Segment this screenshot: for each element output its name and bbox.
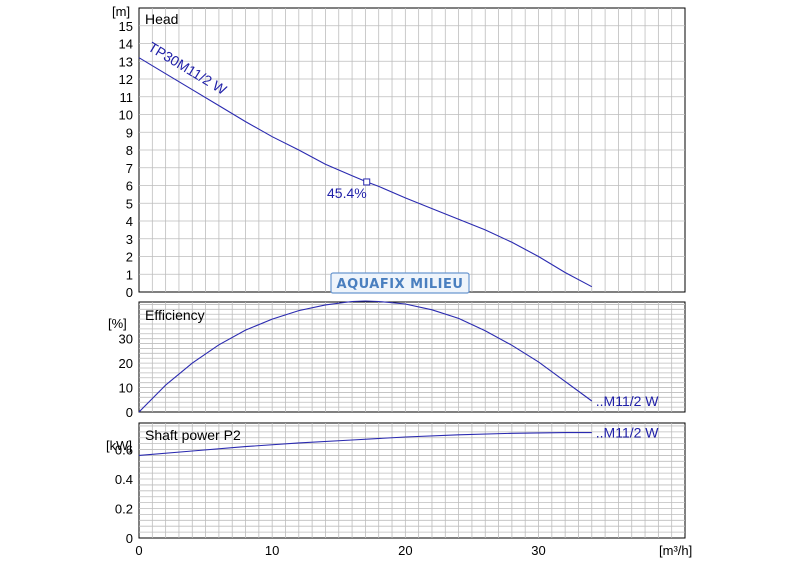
power-panel-title: Shaft power P2 [145, 427, 241, 443]
head-y-tick-label: 0 [126, 285, 133, 300]
power-grid [139, 423, 685, 538]
head-y-tick-label: 8 [126, 143, 133, 158]
x-axis-ticks: 0 10 20 30 [135, 543, 545, 558]
watermark-text: AQUAFIX MILIEU [337, 277, 464, 292]
head-panel-title: Head [145, 11, 178, 27]
head-y-tick-label: 10 [119, 108, 133, 123]
power-curve-group: ..M11/2 W [138, 425, 660, 456]
power-panel-frame [138, 422, 686, 539]
duty-point-marker [363, 178, 371, 186]
head-y-tick-label: 7 [126, 161, 133, 176]
power-y-tick-label: 0.4 [115, 472, 133, 487]
head-y-tick-label: 1 [126, 267, 133, 282]
power-y-tick-label: 0.6 [115, 443, 133, 458]
efficiency-curve [138, 300, 593, 413]
head-y-tick-label: 2 [126, 250, 133, 265]
duty-point-efficiency-label: 45.4% [327, 185, 367, 201]
efficiency-y-tick-labels: 0 10 20 30 [119, 332, 133, 420]
head-y-tick-label: 11 [120, 90, 134, 105]
power-y-tick-label: 0 [126, 531, 133, 546]
head-y-tick-label: 12 [119, 72, 133, 87]
x-axis-unit-label: [m³/h] [659, 543, 692, 558]
watermark: AQUAFIX MILIEU [330, 272, 470, 294]
efficiency-grid [139, 302, 685, 412]
head-y-tick-label: 14 [119, 37, 133, 52]
efficiency-y-tick-label: 10 [119, 381, 133, 396]
head-y-tick-label: 4 [126, 214, 133, 229]
x-tick-label: 20 [398, 543, 412, 558]
efficiency-unit-label: [%] [108, 316, 127, 331]
efficiency-panel-title: Efficiency [145, 307, 205, 323]
watermark-box [330, 272, 470, 294]
head-grid [139, 8, 685, 292]
efficiency-y-tick-label: 20 [119, 356, 133, 371]
head-y-tick-label: 9 [126, 125, 133, 140]
head-y-tick-label: 5 [126, 196, 133, 211]
x-tick-label: 10 [265, 543, 279, 558]
power-unit-label: [kW] [106, 438, 132, 453]
efficiency-y-tick-label: 0 [126, 405, 133, 420]
power-panel: 0 0.2 0.4 0.6 [kW] Shaft power P2 ..M11/2 W [106, 422, 686, 546]
head-unit-label: [m] [112, 4, 130, 19]
head-series-label: TP30M11/2 W [145, 39, 230, 99]
efficiency-y-tick-label: 30 [119, 332, 133, 347]
x-tick-label: 0 [135, 543, 142, 558]
power-y-tick-label: 0.2 [115, 502, 133, 517]
power-y-tick-labels: 0 0.2 0.4 0.6 [115, 443, 133, 546]
efficiency-panel-frame [138, 301, 686, 413]
head-y-tick-label: 13 [119, 54, 133, 69]
efficiency-series-label: ..M11/2 W [596, 393, 660, 409]
x-tick-label: 30 [531, 543, 545, 558]
head-y-tick-label: 3 [126, 232, 133, 247]
efficiency-panel: 0 10 20 30 [%] Efficiency ..M11/2 W [108, 300, 686, 420]
head-y-tick-label: 15 [119, 19, 133, 34]
efficiency-curve-group: ..M11/2 W [138, 300, 660, 413]
head-y-tick-label: 6 [126, 179, 133, 194]
power-series-label: ..M11/2 W [596, 425, 660, 441]
power-curve [138, 432, 592, 456]
